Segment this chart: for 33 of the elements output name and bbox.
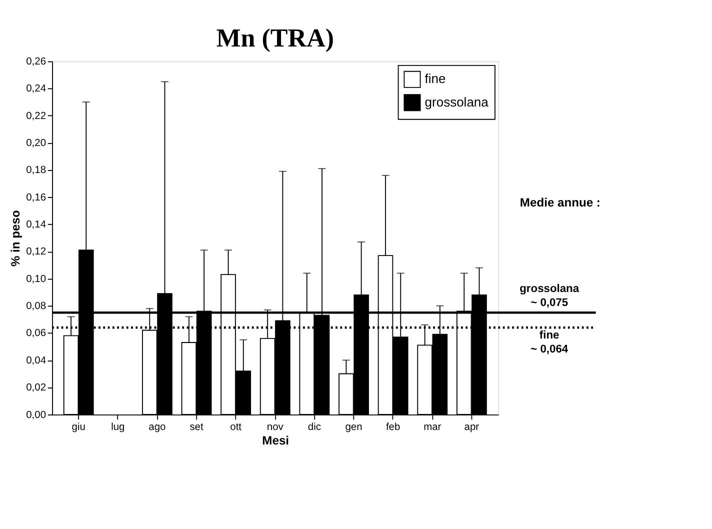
x-tick-label: ott bbox=[230, 422, 242, 433]
legend-label: fine bbox=[424, 71, 446, 86]
x-tick-label: set bbox=[190, 422, 204, 433]
x-tick-label: nov bbox=[266, 422, 284, 433]
x-axis-title: Mesi bbox=[262, 434, 290, 448]
chart-title: Mn (TRA) bbox=[216, 23, 334, 52]
y-tick-label: 0,26 bbox=[26, 56, 46, 68]
y-tick-label: 0,20 bbox=[26, 138, 46, 150]
y-tick-label: 0,24 bbox=[26, 84, 46, 95]
y-tick-label: 0,08 bbox=[26, 301, 46, 312]
text: Medie annue : bbox=[520, 195, 600, 210]
y-tick-label: 0,12 bbox=[26, 246, 46, 258]
y-tick-label: 0,00 bbox=[26, 410, 46, 421]
ref-line-label: grossolana ~ 0,075 bbox=[520, 283, 580, 310]
y-tick-label: 0,04 bbox=[26, 355, 46, 366]
y-tick-label: 0,14 bbox=[26, 220, 46, 231]
legend-label: grossolana bbox=[424, 94, 490, 110]
y-tick-label: 0,02 bbox=[26, 382, 46, 394]
ref-line-label: fine ~ 0,064 bbox=[530, 330, 569, 356]
y-tick-label: 0,18 bbox=[26, 165, 46, 176]
y-tick-label: 0,22 bbox=[26, 110, 46, 122]
x-tick-label: ago bbox=[148, 422, 166, 433]
x-tick-label: mar bbox=[424, 422, 442, 433]
y-axis-title: % in peso bbox=[8, 210, 23, 267]
x-tick-label: apr bbox=[464, 422, 480, 433]
y-tick-label: 0,10 bbox=[26, 274, 46, 285]
x-tick-label: dic bbox=[308, 422, 321, 433]
x-tick-label: gen bbox=[345, 422, 363, 433]
y-tick-label: 0,16 bbox=[26, 192, 46, 204]
y-tick-label: 0,06 bbox=[26, 328, 46, 340]
x-tick-label: feb bbox=[386, 422, 400, 433]
x-tick-label: lug bbox=[111, 422, 126, 433]
x-tick-label: giu bbox=[72, 422, 86, 433]
